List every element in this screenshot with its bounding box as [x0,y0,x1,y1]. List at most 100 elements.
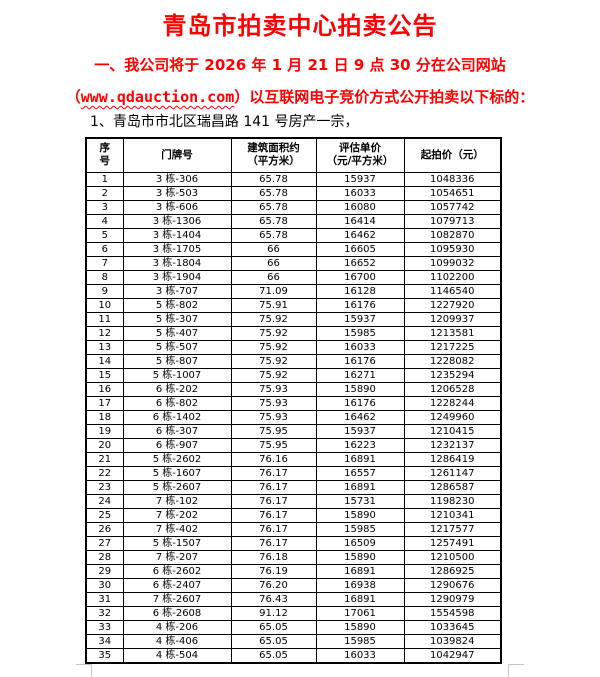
table-row: 20 6 栋-907 75.95 16223 1232137 [85,437,502,453]
cell-door-number: 5 栋-802 [122,297,232,313]
cell-door-number: 7 栋-402 [122,521,232,537]
cell-area: 66 [230,241,317,257]
cell-index: 31 [85,591,124,607]
cell-index: 1 [85,171,124,187]
table-row: 34 4 栋-406 65.05 15985 1039824 [85,633,502,649]
cell-starting-price: 1209937 [403,311,502,327]
cell-index: 29 [85,563,124,579]
cell-unit-price: 15890 [315,619,405,635]
table-row: 14 5 栋-807 75.92 16176 1228082 [85,353,502,369]
cell-starting-price: 1210341 [403,507,502,523]
cell-index: 15 [85,367,124,383]
cell-unit-price: 15937 [315,311,405,327]
col-header-door-number: 门牌号 [122,137,232,173]
cell-starting-price: 1210500 [403,549,502,565]
table-row: 11 5 栋-307 75.92 15937 1209937 [85,311,502,327]
cell-starting-price: 1054651 [403,185,502,201]
cell-door-number: 6 栋-1402 [122,409,232,425]
cell-unit-price: 16509 [315,535,405,551]
cell-area: 76.17 [230,521,317,537]
cell-starting-price: 1033645 [403,619,502,635]
cell-door-number: 5 栋-1007 [122,367,232,383]
cell-door-number: 7 栋-202 [122,507,232,523]
cell-starting-price: 1198230 [403,493,502,509]
cell-unit-price: 16033 [315,339,405,355]
website-link[interactable]: www.qdauction.com [80,88,235,106]
cell-door-number: 3 栋-1306 [122,213,232,229]
table-row: 12 5 栋-407 75.92 15985 1213581 [85,325,502,341]
intro-line-2-prefix: （ [65,88,81,106]
cell-index: 33 [85,619,124,635]
cell-index: 34 [85,633,124,649]
cell-door-number: 6 栋-2608 [122,605,232,621]
cell-door-number: 3 栋-1804 [122,255,232,271]
col-header-unit-price-line2: （元/平方米） [326,155,394,168]
cell-starting-price: 1554598 [403,605,502,621]
cell-starting-price: 1286587 [403,479,502,495]
table-row: 24 7 栋-102 76.17 15731 1198230 [85,493,502,509]
cell-area: 65.05 [230,647,317,663]
cell-area: 66 [230,269,317,285]
cell-door-number: 7 栋-2607 [122,591,232,607]
cell-starting-price: 1228082 [403,353,502,369]
cell-door-number: 7 栋-207 [122,549,232,565]
cell-door-number: 3 栋-707 [122,283,232,299]
cell-area: 75.93 [230,395,317,411]
cell-door-number: 6 栋-202 [122,381,232,397]
table-row: 35 4 栋-504 65.05 16033 1042947 [85,647,502,663]
cell-area: 76.17 [230,493,317,509]
cell-unit-price: 16700 [315,269,405,285]
cell-area: 76.17 [230,535,317,551]
table-row: 19 6 栋-307 75.95 15937 1210415 [85,423,502,439]
cell-unit-price: 15890 [315,549,405,565]
cell-index: 12 [85,325,124,341]
cell-door-number: 3 栋-1404 [122,227,232,243]
cell-starting-price: 1079713 [403,213,502,229]
cell-starting-price: 1257491 [403,535,502,551]
col-header-area-line2: （平方米） [247,155,300,168]
cell-unit-price: 15985 [315,521,405,537]
table-row: 10 5 栋-802 75.91 16176 1227920 [85,297,502,313]
cell-unit-price: 16080 [315,199,405,215]
intro-line-1: 一、我公司将于 2026 年 1 月 21 日 9 点 30 分在公司网站 [94,56,506,74]
cell-door-number: 4 栋-406 [122,633,232,649]
cell-door-number: 3 栋-1904 [122,269,232,285]
cell-index: 22 [85,465,124,481]
cell-index: 23 [85,479,124,495]
cell-area: 76.16 [230,451,317,467]
cell-index: 21 [85,451,124,467]
cell-area: 71.09 [230,283,317,299]
table-row: 17 6 栋-802 75.93 16176 1228244 [85,395,502,411]
cell-area: 75.93 [230,409,317,425]
cell-unit-price: 16271 [315,367,405,383]
cell-unit-price: 16652 [315,255,405,271]
cell-area: 76.17 [230,507,317,523]
cell-starting-price: 1286925 [403,563,502,579]
page-margin-mark-left [76,664,92,677]
cell-starting-price: 1228244 [403,395,502,411]
cell-unit-price: 15937 [315,423,405,439]
cell-index: 20 [85,437,124,453]
cell-area: 65.78 [230,185,317,201]
cell-area: 91.12 [230,605,317,621]
cell-starting-price: 1290979 [403,591,502,607]
cell-starting-price: 1082870 [403,227,502,243]
cell-starting-price: 1290676 [403,577,502,593]
cell-area: 65.78 [230,213,317,229]
cell-area: 75.93 [230,381,317,397]
intro-line-2-suffix: ）以互联网电子竞价方式公开拍卖以下标的： [234,88,535,106]
cell-starting-price: 1235294 [403,367,502,383]
cell-index: 8 [85,269,124,285]
table-row: 15 5 栋-1007 75.92 16271 1235294 [85,367,502,383]
cell-unit-price: 16891 [315,479,405,495]
table-row: 23 5 栋-2607 76.17 16891 1286587 [85,479,502,495]
cell-door-number: 5 栋-307 [122,311,232,327]
cell-starting-price: 1042947 [403,647,502,663]
cell-area: 75.95 [230,437,317,453]
cell-unit-price: 15937 [315,171,405,187]
cell-starting-price: 1048336 [403,171,502,187]
